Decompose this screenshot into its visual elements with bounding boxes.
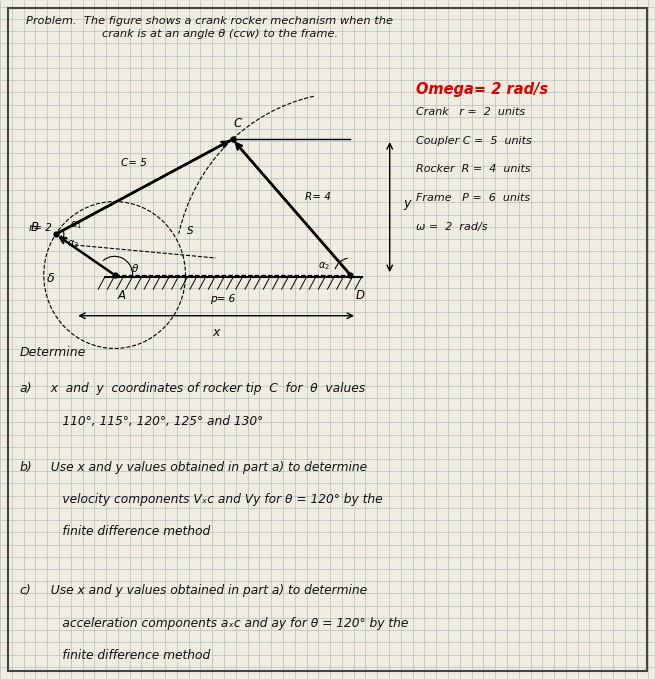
Text: velocity components Vₓc and Vy for θ = 120° by the: velocity components Vₓc and Vy for θ = 1… (43, 493, 383, 506)
Text: crank is at an angle θ (ccw) to the frame.: crank is at an angle θ (ccw) to the fram… (102, 29, 337, 39)
Text: $\alpha_2$: $\alpha_2$ (318, 260, 329, 272)
Text: x  and  y  coordinates of rocker tip  C  for  θ  values: x and y coordinates of rocker tip C for … (43, 382, 365, 395)
Text: $\alpha_2$: $\alpha_2$ (67, 238, 79, 251)
Text: b): b) (20, 460, 32, 473)
Text: C= 5: C= 5 (121, 158, 147, 168)
Text: $\alpha_1$: $\alpha_1$ (70, 219, 82, 232)
Text: C: C (234, 117, 242, 130)
Text: Rocker  R =  4  units: Rocker R = 4 units (416, 164, 531, 175)
Text: D: D (356, 289, 365, 301)
Text: a): a) (20, 382, 32, 395)
Text: 110°, 115°, 120°, 125° and 130°: 110°, 115°, 120°, 125° and 130° (43, 415, 263, 428)
Text: $\theta$: $\theta$ (131, 261, 139, 274)
Text: Crank   r =  2  units: Crank r = 2 units (416, 107, 525, 117)
Text: p= 6: p= 6 (210, 294, 235, 304)
Text: Use x and y values obtained in part a) to determine: Use x and y values obtained in part a) t… (43, 584, 367, 597)
Text: Omega= 2 rad/s: Omega= 2 rad/s (416, 81, 548, 96)
Text: x: x (212, 326, 220, 339)
Text: r= 2: r= 2 (29, 223, 52, 233)
Text: S: S (187, 226, 193, 236)
Text: ω =  2  rad/s: ω = 2 rad/s (416, 221, 487, 232)
Text: finite difference method: finite difference method (43, 648, 210, 661)
Text: Coupler C =  5  units: Coupler C = 5 units (416, 136, 532, 146)
Text: B: B (31, 221, 39, 234)
Text: R= 4: R= 4 (305, 192, 331, 202)
Text: Determine: Determine (20, 346, 86, 359)
Text: y: y (403, 197, 410, 210)
Text: Frame   P =  6  units: Frame P = 6 units (416, 193, 530, 203)
Text: Problem.  The figure shows a crank rocker mechanism when the: Problem. The figure shows a crank rocker… (26, 16, 393, 26)
Text: Use x and y values obtained in part a) to determine: Use x and y values obtained in part a) t… (43, 460, 367, 473)
Text: c): c) (20, 584, 31, 597)
Text: acceleration components aₓc and ay for θ = 120° by the: acceleration components aₓc and ay for θ… (43, 617, 408, 629)
Text: A: A (118, 289, 126, 301)
Text: $\delta$: $\delta$ (46, 272, 55, 285)
Text: finite difference method: finite difference method (43, 525, 210, 538)
